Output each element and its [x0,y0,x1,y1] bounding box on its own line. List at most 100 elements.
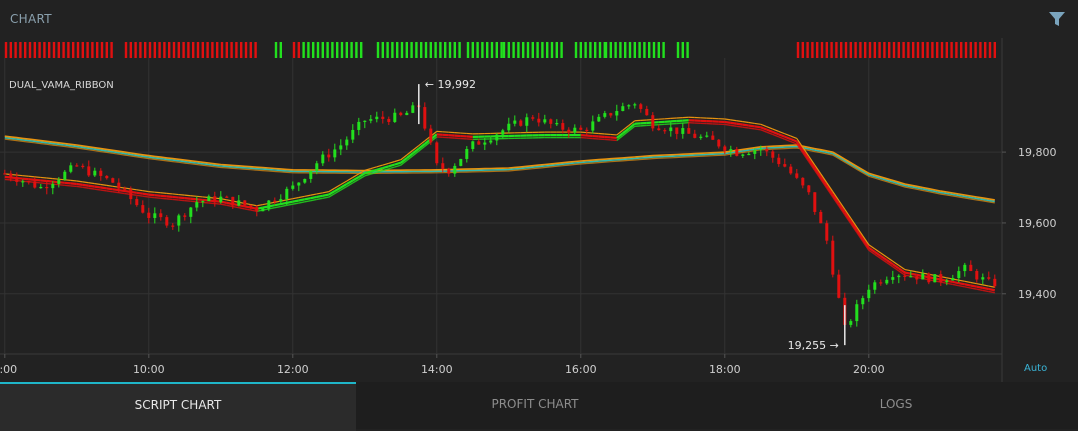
signal-tick [662,42,664,58]
signal-tick [936,42,938,58]
fast-ribbon-orange [983,285,989,286]
signal-tick [178,42,180,58]
fast-ribbon-segment [983,288,989,289]
candle-body [711,136,714,140]
signal-tick [797,42,799,58]
candle-body [693,134,696,138]
signal-tick [458,42,460,58]
candle-body [747,154,750,155]
fast-ribbon-segment [113,189,119,190]
tab-logs[interactable]: LOGS [714,382,1078,429]
signal-tick [859,42,861,58]
signal-tick [341,42,343,58]
low-annotation: 19,255 → [788,339,839,352]
candle-body [393,113,396,122]
fast-ribbon-orange [155,192,161,193]
candle-body [579,128,582,130]
signal-tick [298,42,300,58]
candle-body [753,150,756,154]
fast-ribbon-segment [383,166,389,168]
signal-tick [527,42,529,58]
candle-body [783,164,786,167]
fast-ribbon-segment [185,198,191,199]
candle-body [993,279,996,286]
fast-ribbon-shadow [77,186,83,187]
signal-tick [893,42,895,58]
signal-tick [326,42,328,58]
signal-tick [168,42,170,58]
candle-body [657,128,660,130]
fast-ribbon-shadow [953,284,959,285]
candle-body [309,171,312,179]
signal-tick [984,42,986,58]
candle-body [201,201,204,202]
candle-body [27,181,30,182]
tab-bar: SCRIPT CHART PROFIT CHART LOGS [0,382,1078,429]
candle-body [123,189,126,190]
fast-ribbon-segment [65,183,71,184]
candle-body [561,123,564,130]
candle-body [15,178,18,182]
candle-body [807,185,810,192]
signal-tick [878,42,880,58]
signal-tick [629,42,631,58]
fast-ribbon-shadow [167,199,173,200]
signal-tick [24,42,26,58]
signal-tick [382,42,384,58]
fast-ribbon-orange [41,177,47,178]
fast-ribbon-segment [299,199,305,200]
candle-body [987,277,990,279]
fast-ribbon-orange [389,161,395,163]
signal-tick [202,42,204,58]
fast-ribbon-shadow [395,165,401,167]
fast-ribbon-segment [389,164,395,166]
filter-icon[interactable] [1046,8,1068,30]
signal-tick [221,42,223,58]
candle-body [537,119,540,123]
fast-ribbon-shadow [5,179,11,180]
fast-ribbon-orange [299,196,305,197]
signal-tick [144,42,146,58]
fast-ribbon-segment [41,180,47,181]
fast-ribbon-segment [323,195,329,196]
x-tick-label: 12:00 [277,363,309,376]
signal-tick [331,42,333,58]
candle-body [567,130,570,133]
signal-tick [149,42,151,58]
candle-body [279,199,282,202]
candle-body [921,274,924,280]
fast-ribbon-shadow [191,201,197,202]
signal-tick [216,42,218,58]
signal-tick [512,42,514,58]
fast-ribbon-orange [293,198,299,199]
fast-ribbon-shadow [239,208,245,209]
candle-body [183,215,186,216]
fast-ribbon-orange [83,182,89,183]
fast-ribbon-orange [53,179,59,180]
fast-ribbon-segment [275,204,281,205]
signal-tick [806,42,808,58]
tab-script-chart[interactable]: SCRIPT CHART [0,382,356,431]
candle-body [231,197,234,206]
fast-ribbon-shadow [161,198,167,199]
fast-ribbon-segment [317,196,323,197]
candle-body [189,208,192,217]
signal-tick [658,42,660,58]
chart-svg[interactable]: 19,40019,60019,8008:0010:0012:0014:0016:… [0,38,1078,382]
signal-tick [589,42,591,58]
candle-body [423,107,426,129]
tab-profit-chart[interactable]: PROFIT CHART [356,382,714,429]
signal-tick [532,42,534,58]
signal-tick [888,42,890,58]
panel-title: CHART [10,12,52,26]
price-chart[interactable]: 19,40019,60019,8008:0010:0012:0014:0016:… [0,38,1078,382]
signal-tick [508,42,510,58]
candle-body [945,280,948,282]
fast-ribbon-segment [173,197,179,198]
fast-ribbon-segment [35,180,41,181]
signal-tick [336,42,338,58]
fast-ribbon-segment [959,283,965,284]
fast-ribbon-shadow [101,190,107,191]
fast-ribbon-segment [137,193,143,194]
x-tick-label: 18:00 [709,363,741,376]
